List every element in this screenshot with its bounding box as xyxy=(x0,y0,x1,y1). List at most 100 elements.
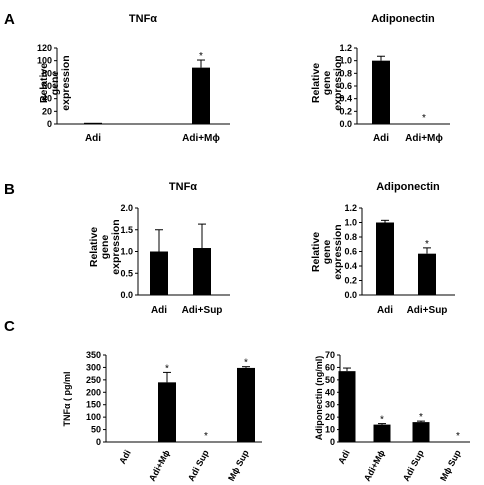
y-tick-label: 1.0 xyxy=(344,218,357,228)
chart-b-tnf: TNFα Relativegeneexpression 0.0 0.5 1.0 1.5 2.… xyxy=(88,181,230,316)
y-tick-label: 0 xyxy=(330,437,335,447)
y-tick-label: 0.0 xyxy=(344,290,357,300)
y-axis-label-line: Relative xyxy=(310,63,322,103)
y-tick-label: 120 xyxy=(37,43,52,53)
charts-group: TNFαRelativegeneexpression02040608010012… xyxy=(37,13,470,483)
significance-star: * xyxy=(380,415,384,426)
y-tick-label: 1.0 xyxy=(339,56,352,66)
category-label: Adi Sup xyxy=(186,448,211,483)
y-axis-label-line: expression xyxy=(332,55,344,110)
chart-title: Adiponectin xyxy=(376,181,440,193)
y-tick-label: 2.0 xyxy=(120,203,133,213)
y-tick-label: 70 xyxy=(325,350,335,360)
bar xyxy=(412,422,430,442)
y-axis-label-line: Relative xyxy=(38,63,50,103)
y-axis-label-line: expression xyxy=(60,55,72,110)
bar xyxy=(237,367,255,442)
y-tick-label: 0.4 xyxy=(339,94,352,104)
y-tick-label: 20 xyxy=(325,412,335,422)
category-label: Adi+Mϕ xyxy=(147,448,172,483)
y-tick-label: 80 xyxy=(42,68,52,78)
bar xyxy=(338,371,356,442)
y-tick-label: 0.0 xyxy=(339,119,352,129)
y-tick-label: 0.8 xyxy=(344,232,357,242)
y-axis-label-line: gene xyxy=(49,71,61,96)
y-axis-label-line: Relative xyxy=(310,232,322,272)
y-tick-label: 1.5 xyxy=(120,225,133,235)
bar xyxy=(192,67,210,124)
y-axis-label-line: gene xyxy=(99,235,111,260)
category-label: Adi+Mϕ xyxy=(362,448,387,483)
y-tick-label: 60 xyxy=(42,81,52,91)
y-tick-label: 60 xyxy=(325,362,335,372)
y-axis-label-line: expression xyxy=(110,219,122,274)
category-label: Adi xyxy=(373,133,389,144)
y-tick-label: 0.2 xyxy=(339,106,352,116)
y-axis-label-line: Relative xyxy=(88,227,100,267)
panel-label-c: C xyxy=(4,318,15,335)
y-tick-label: 1.2 xyxy=(344,203,357,213)
y-axis-label: Relativegeneexpression xyxy=(38,55,72,110)
bar xyxy=(193,248,211,295)
bar xyxy=(150,251,168,295)
category-label: Adi+Sup xyxy=(407,305,448,316)
category-label: Adi+Mϕ xyxy=(182,133,220,144)
category-label: Adi xyxy=(336,448,352,465)
y-tick-label: 0.6 xyxy=(344,247,357,257)
y-tick-label: 1.2 xyxy=(339,43,352,53)
y-tick-label: 50 xyxy=(91,425,101,435)
y-axis-label: Relativegeneexpression xyxy=(310,55,344,110)
significance-star: * xyxy=(165,363,169,374)
chart-b-adipo: Adiponectin Relativegeneexpression 0.0 0.2 0… xyxy=(310,181,455,316)
bar xyxy=(158,382,176,442)
y-tick-label: 20 xyxy=(42,106,52,116)
y-axis-label: Relativegeneexpression xyxy=(310,224,344,279)
category-label: Adi xyxy=(85,133,101,144)
y-axis-label: Adiponectin (ng/ml) xyxy=(314,356,324,441)
y-tick-label: 200 xyxy=(86,387,101,397)
y-axis-label-line: gene xyxy=(321,240,333,265)
y-tick-label: 40 xyxy=(325,387,335,397)
y-tick-label: 0 xyxy=(47,119,52,129)
panel-label-b: B xyxy=(4,181,15,198)
y-tick-label: 50 xyxy=(325,375,335,385)
y-axis-label-line: expression xyxy=(332,224,344,279)
y-tick-label: 40 xyxy=(42,94,52,104)
chart-title: TNFα xyxy=(129,13,157,25)
significance-star: * xyxy=(199,51,203,62)
chart-title: TNFα xyxy=(169,181,197,193)
y-tick-label: 0.5 xyxy=(120,268,133,278)
significance-star: * xyxy=(419,412,423,423)
y-tick-label: 30 xyxy=(325,400,335,410)
significance-star: * xyxy=(204,431,208,442)
category-label: Adi Sup xyxy=(401,448,426,483)
chart-title: Adiponectin xyxy=(371,13,435,25)
bar xyxy=(372,60,390,124)
chart-a-adipo: Adiponectin Relativegeneexpression 0.0 0.2 0… xyxy=(310,13,450,144)
y-tick-label: 0.0 xyxy=(120,290,133,300)
category-label: Mϕ Sup xyxy=(438,448,463,483)
bar xyxy=(373,424,391,442)
y-tick-label: 150 xyxy=(86,400,101,410)
significance-star: * xyxy=(456,431,460,442)
category-label: Adi xyxy=(117,448,133,465)
y-tick-label: 100 xyxy=(86,412,101,422)
significance-star: * xyxy=(425,239,429,250)
y-tick-label: 0.6 xyxy=(339,81,352,91)
bar xyxy=(376,222,394,295)
category-label: Adi+Mϕ xyxy=(405,133,443,144)
y-tick-label: 350 xyxy=(86,350,101,360)
bar xyxy=(84,122,102,124)
y-tick-label: 0 xyxy=(96,437,101,447)
significance-star: * xyxy=(244,358,248,369)
y-tick-label: 0.4 xyxy=(344,261,357,271)
chart-c-tnf: TNFα ( pg/ml 0 50 100 150 200 250 300 350 Adi * Adi… xyxy=(62,350,262,483)
y-tick-label: 250 xyxy=(86,375,101,385)
panel-label-a: A xyxy=(4,11,15,28)
significance-star: * xyxy=(422,113,426,124)
bar xyxy=(418,253,436,295)
y-axis-label: Relativegeneexpression xyxy=(88,219,122,274)
category-label: Mϕ Sup xyxy=(226,448,251,483)
y-tick-label: 300 xyxy=(86,362,101,372)
